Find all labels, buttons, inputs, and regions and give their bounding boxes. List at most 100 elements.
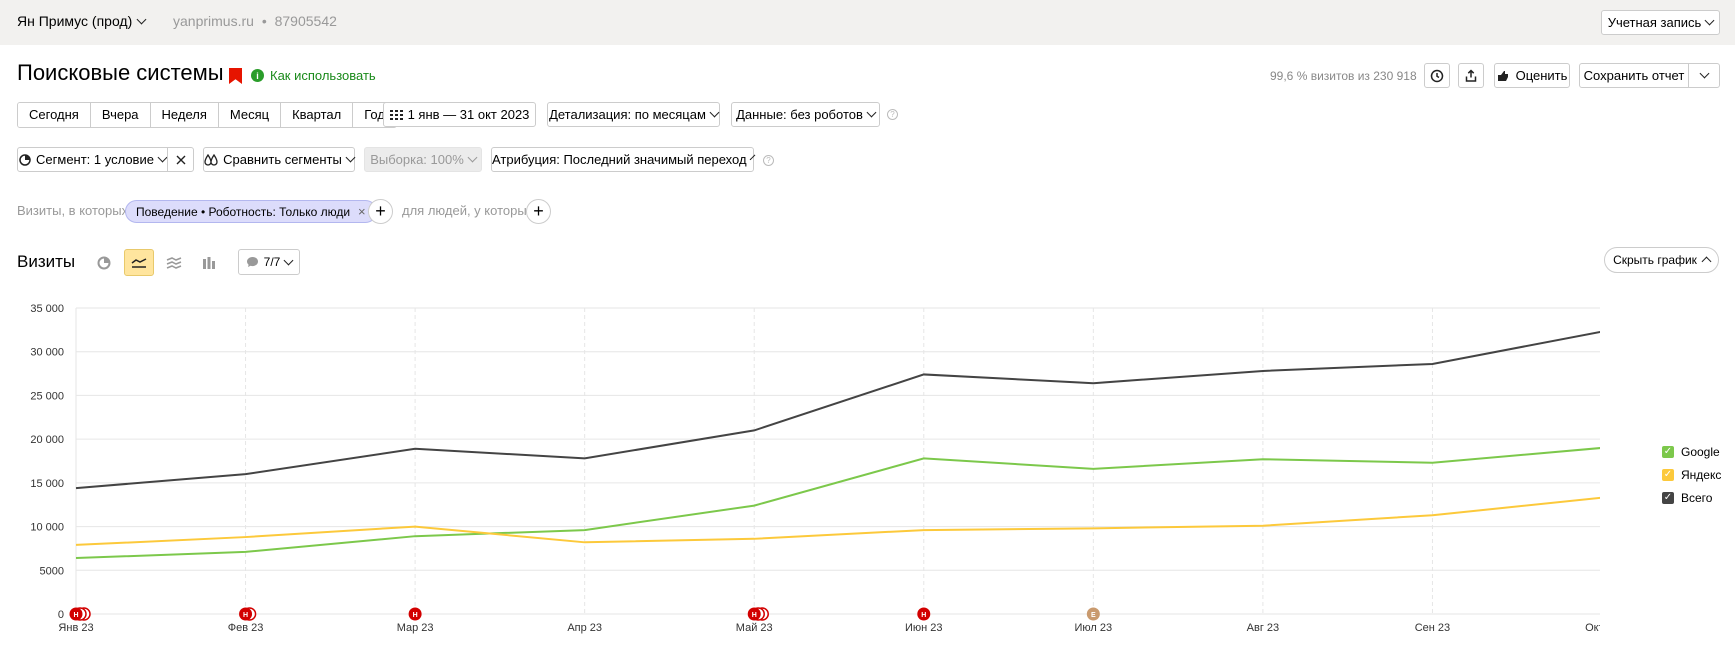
filter-chip[interactable]: Поведение • Роботность: Только люди × bbox=[125, 200, 377, 223]
chevron-down-icon bbox=[345, 152, 356, 163]
line-chart-icon bbox=[131, 257, 147, 268]
segment-label: Сегмент: 1 условие bbox=[36, 152, 154, 167]
legend-item-total[interactable]: ✓ Всего bbox=[1662, 486, 1721, 509]
add-user-filter-button[interactable]: + bbox=[526, 199, 551, 224]
compare-segments-dropdown[interactable]: Сравнить сегменты bbox=[203, 147, 356, 172]
chart-type-line[interactable] bbox=[124, 249, 154, 276]
period-quarter[interactable]: Квартал bbox=[281, 103, 354, 127]
x-tick-label: Июл 23 bbox=[1075, 622, 1113, 634]
hide-chart-label: Скрыть график bbox=[1613, 253, 1697, 267]
export-button[interactable] bbox=[1458, 63, 1484, 88]
pie-chart-icon bbox=[97, 256, 111, 269]
y-tick-label: 10 000 bbox=[30, 522, 64, 534]
add-visit-filter-button[interactable]: + bbox=[368, 199, 393, 224]
date-range-label: 1 янв — 31 окт 2023 bbox=[407, 107, 530, 122]
visits-where-label: Визиты, в которых bbox=[17, 203, 129, 218]
annotation-marker bbox=[1086, 607, 1100, 621]
series-line-1 bbox=[75, 496, 1600, 546]
chevron-up-icon bbox=[1701, 256, 1712, 267]
chart-title: Визиты bbox=[17, 252, 76, 271]
x-tick-label: Май 23 bbox=[736, 622, 773, 634]
separator: • bbox=[261, 13, 267, 29]
save-options-button[interactable] bbox=[1688, 63, 1720, 88]
chevron-down-icon bbox=[136, 14, 147, 24]
close-icon bbox=[176, 155, 185, 164]
annotation-marker-label: Н bbox=[73, 612, 78, 619]
counter-selector[interactable]: Ян Примус (прод) bbox=[17, 13, 147, 29]
hide-chart-button[interactable]: Скрыть график bbox=[1604, 247, 1719, 273]
save-report-button[interactable]: Сохранить отчет bbox=[1579, 63, 1689, 88]
info-icon: i bbox=[251, 69, 264, 82]
segment-dropdown[interactable]: Сегмент: 1 условие bbox=[17, 147, 168, 172]
period-today[interactable]: Сегодня bbox=[18, 103, 91, 127]
data-dropdown[interactable]: Данные: без роботов bbox=[731, 102, 880, 127]
annotation-marker-label: Н bbox=[243, 612, 248, 619]
chart-type-pie[interactable] bbox=[89, 249, 119, 276]
date-range-picker[interactable]: 1 янв — 31 окт 2023 bbox=[383, 102, 536, 127]
rate-button[interactable]: Оценить bbox=[1494, 63, 1570, 88]
sample-label: Выборка: 100% bbox=[370, 152, 464, 167]
clear-segment-button[interactable] bbox=[167, 147, 194, 172]
data-label: Данные: без роботов bbox=[736, 107, 863, 122]
x-tick-label: Окт 23 bbox=[1585, 622, 1600, 634]
legend-label: Всего bbox=[1681, 490, 1713, 505]
export-icon bbox=[1465, 68, 1477, 82]
thumbs-icon bbox=[1497, 70, 1508, 81]
rate-label: Оценить bbox=[1515, 68, 1568, 83]
x-tick-label: Мар 23 bbox=[397, 622, 434, 634]
how-to-use-link[interactable]: i Как использовать bbox=[251, 68, 376, 83]
annotation-marker-label: Н bbox=[413, 612, 418, 619]
legend-label: Яндекс bbox=[1681, 467, 1722, 482]
annotation-marker-label: Н bbox=[921, 612, 926, 619]
checkbox-icon: ✓ bbox=[1662, 468, 1674, 481]
close-icon[interactable]: × bbox=[358, 204, 366, 219]
help-icon[interactable]: ? bbox=[887, 109, 898, 120]
chart-type-bar[interactable] bbox=[194, 249, 224, 276]
detail-label: Детализация: по месяцам bbox=[549, 107, 706, 122]
chevron-down-icon bbox=[1699, 68, 1709, 79]
annotation-marker bbox=[408, 607, 422, 621]
x-tick-label: Июн 23 bbox=[905, 622, 943, 634]
bar-chart-icon bbox=[203, 256, 215, 269]
y-tick-label: 15 000 bbox=[30, 478, 64, 490]
checkbox-icon: ✓ bbox=[1662, 445, 1674, 458]
legend-item-yandex[interactable]: ✓ Яндекс bbox=[1662, 463, 1721, 486]
counter-name: Ян Примус (прод) bbox=[17, 13, 133, 29]
annotation-marker bbox=[917, 607, 931, 621]
history-button[interactable] bbox=[1424, 63, 1450, 88]
site-domain: yanprimus.ru bbox=[173, 13, 254, 29]
annotation-marker bbox=[69, 607, 83, 621]
annotation-marker-label: Е bbox=[1091, 612, 1096, 619]
chevron-down-icon bbox=[467, 152, 478, 163]
chevron-down-icon bbox=[866, 107, 877, 118]
chart-legend: ✓ Google ✓ Яндекс ✓ Всего bbox=[1662, 440, 1721, 509]
series-line-2 bbox=[75, 330, 1600, 490]
period-month[interactable]: Месяц bbox=[218, 103, 282, 127]
series-line-0 bbox=[75, 447, 1600, 560]
annotation-marker bbox=[239, 607, 253, 621]
x-tick-label: Янв 23 bbox=[58, 622, 93, 634]
chart-type-area[interactable] bbox=[159, 249, 189, 276]
calendar-icon bbox=[389, 109, 403, 120]
detail-dropdown[interactable]: Детализация: по месяцам bbox=[547, 102, 720, 127]
legend-label: Google bbox=[1681, 444, 1720, 459]
save-report-label: Сохранить отчет bbox=[1583, 68, 1685, 83]
pie-icon bbox=[19, 153, 31, 166]
attribution-label: Атрибуция: Последний значимый переход bbox=[492, 152, 747, 167]
x-tick-label: Апр 23 bbox=[567, 622, 602, 634]
annotations-count: 7/7 bbox=[263, 255, 281, 269]
clock-icon bbox=[1430, 69, 1444, 82]
period-yesterday[interactable]: Вчера bbox=[90, 103, 151, 127]
period-selector: Сегодня Вчера Неделя Месяц Квартал Год bbox=[17, 102, 397, 128]
chevron-down-icon bbox=[1704, 15, 1715, 26]
account-button[interactable]: Учетная запись bbox=[1601, 10, 1720, 35]
counter-id: 87905542 bbox=[274, 13, 337, 29]
attribution-dropdown[interactable]: Атрибуция: Последний значимый переход bbox=[491, 147, 756, 172]
bookmark-icon[interactable] bbox=[229, 68, 242, 84]
y-tick-label: 5000 bbox=[40, 565, 64, 577]
help-icon[interactable]: ? bbox=[763, 155, 774, 166]
annotations-dropdown[interactable]: 7/7 bbox=[238, 249, 300, 275]
legend-item-google[interactable]: ✓ Google bbox=[1662, 440, 1721, 463]
sample-dropdown[interactable]: Выборка: 100% bbox=[364, 147, 482, 172]
period-week[interactable]: Неделя bbox=[150, 103, 219, 127]
